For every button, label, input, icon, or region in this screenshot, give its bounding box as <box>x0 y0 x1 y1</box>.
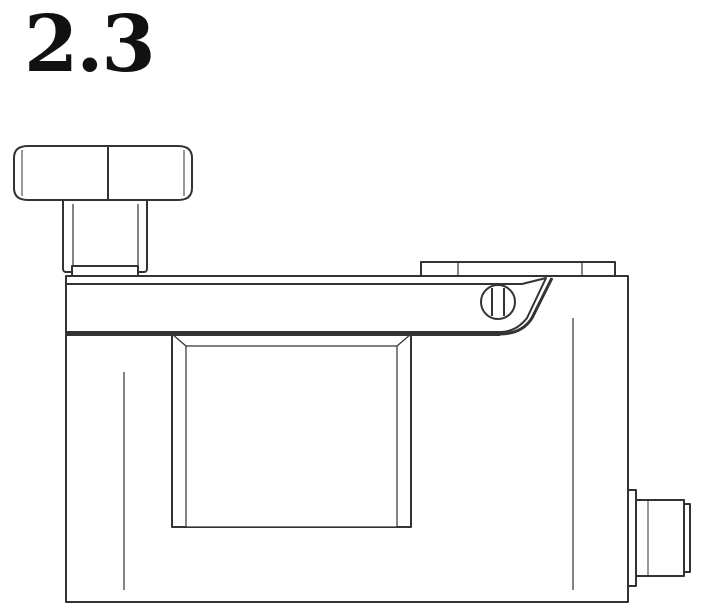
knob <box>14 146 192 276</box>
side-connector <box>628 490 690 586</box>
pivot-screw <box>481 285 515 319</box>
lever-arm <box>66 278 552 334</box>
top-plate <box>421 262 615 276</box>
